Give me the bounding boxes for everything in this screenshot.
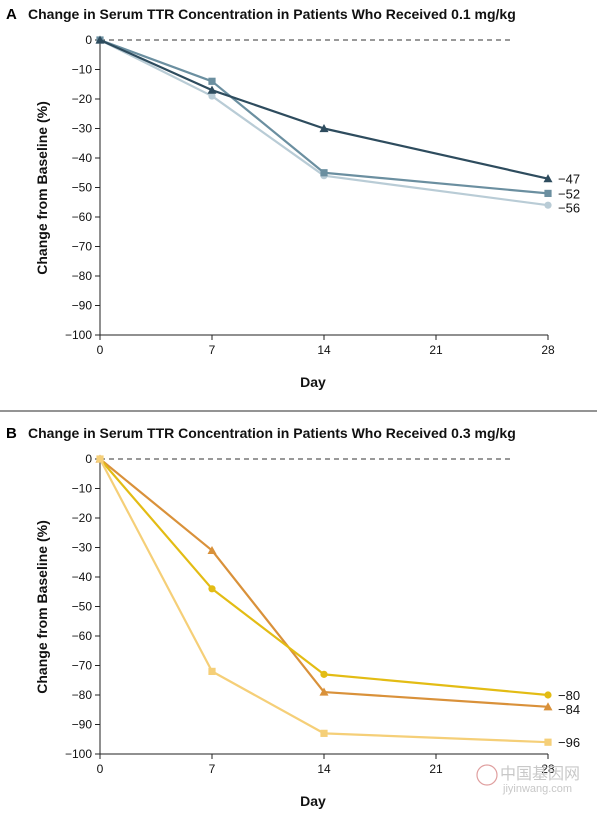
y-tick-label: −70 — [72, 240, 93, 254]
y-tick-label: −50 — [72, 600, 93, 614]
x-tick-label: 0 — [97, 343, 104, 357]
x-tick-label: 14 — [317, 343, 331, 357]
data-point-square — [544, 189, 552, 197]
y-tick-label: −60 — [72, 629, 93, 643]
end-value-label: −84 — [558, 702, 580, 717]
watermark-text-url: jiyinwang.com — [502, 783, 572, 795]
panel-b-title: Change in Serum TTR Concentration in Pat… — [28, 425, 516, 441]
y-tick-label: −60 — [72, 210, 93, 224]
data-point-triangle — [543, 702, 553, 711]
panel-a: A Change in Serum TTR Concentration in P… — [6, 6, 580, 390]
y-tick-label: −70 — [72, 659, 93, 673]
end-value-label: −96 — [558, 735, 580, 750]
y-tick-label: −10 — [72, 482, 93, 496]
y-tick-label: −100 — [65, 328, 92, 342]
data-point-circle — [544, 691, 552, 699]
panel-b: B Change in Serum TTR Concentration in P… — [6, 425, 580, 809]
series-line-square — [99, 458, 549, 744]
x-tick-label: 28 — [541, 762, 555, 776]
y-tick-label: −80 — [72, 269, 93, 283]
data-point-circle — [208, 585, 216, 593]
data-point-triangle — [543, 174, 553, 183]
data-point-circle — [208, 92, 216, 100]
series-line-square — [99, 38, 549, 195]
panel-b-plot: 0 −10 −20 −30 −40 −50 −60 −70 −80 −90 −100 0 7 14 21 28… — [65, 452, 580, 776]
x-tick-label: 21 — [429, 343, 443, 357]
panel-b-xlabel: Day — [300, 793, 326, 809]
x-tick-label: 0 — [97, 762, 104, 776]
y-tick-label: −90 — [72, 718, 93, 732]
data-point-triangle — [319, 124, 329, 133]
data-point-square — [320, 169, 328, 177]
data-point-triangle — [207, 545, 217, 555]
y-tick-label: −100 — [65, 747, 92, 761]
x-tick-label: 28 — [541, 343, 555, 357]
y-tick-label: −90 — [72, 299, 93, 313]
x-tick-label: 21 — [429, 762, 443, 776]
watermark: 中国基因网 jiyinwang.com — [476, 764, 580, 795]
series-line-circle — [99, 39, 549, 207]
y-tick-label: −40 — [72, 570, 93, 584]
panel-b-letter: B — [6, 425, 17, 442]
panel-a-ylabel: Change from Baseline (%) — [34, 101, 50, 274]
y-tick-label: −80 — [72, 688, 93, 702]
data-point-square — [208, 77, 216, 85]
data-point-square — [544, 738, 552, 746]
y-tick-label: −20 — [72, 511, 93, 525]
end-value-label: −56 — [558, 200, 580, 215]
x-tick-label: 7 — [209, 762, 216, 776]
y-tick-label: −20 — [72, 92, 93, 106]
data-point-square — [208, 667, 216, 675]
y-tick-label: 0 — [85, 33, 92, 47]
end-value-label: −52 — [558, 186, 580, 201]
y-tick-label: −40 — [72, 151, 93, 165]
series-line-circle — [99, 458, 549, 697]
data-point-square — [320, 729, 328, 737]
data-point-circle — [320, 670, 328, 678]
watermark-logo-icon — [476, 764, 498, 786]
x-tick-label: 14 — [317, 762, 331, 776]
panel-a-letter: A — [6, 6, 17, 23]
panel-a-title: Change in Serum TTR Concentration in Pat… — [28, 6, 516, 22]
watermark-text-cn: 中国基因网 — [500, 765, 580, 783]
data-point-triangle — [319, 687, 329, 696]
y-tick-label: 0 — [85, 452, 92, 466]
y-tick-label: −50 — [72, 181, 93, 195]
data-point-triangle — [207, 85, 217, 94]
y-tick-label: −30 — [72, 122, 93, 136]
series-line-triangle — [99, 38, 549, 180]
data-point-circle — [544, 201, 552, 209]
data-point-triangle — [95, 35, 105, 44]
end-value-label: −47 — [558, 172, 580, 187]
panel-a-xlabel: Day — [300, 374, 326, 390]
series-line-triangle — [99, 458, 549, 708]
y-tick-label: −30 — [72, 541, 93, 555]
panel-b-ylabel: Change from Baseline (%) — [34, 520, 50, 693]
x-tick-label: 7 — [209, 343, 216, 357]
panel-a-plot: 0 −10 −20 −30 −40 −50 −60 −70 −80 −90 −100 0 7 14 21 28… — [65, 33, 580, 357]
data-point-square — [96, 455, 104, 463]
y-tick-label: −10 — [72, 63, 93, 77]
end-value-label: −80 — [558, 688, 580, 703]
